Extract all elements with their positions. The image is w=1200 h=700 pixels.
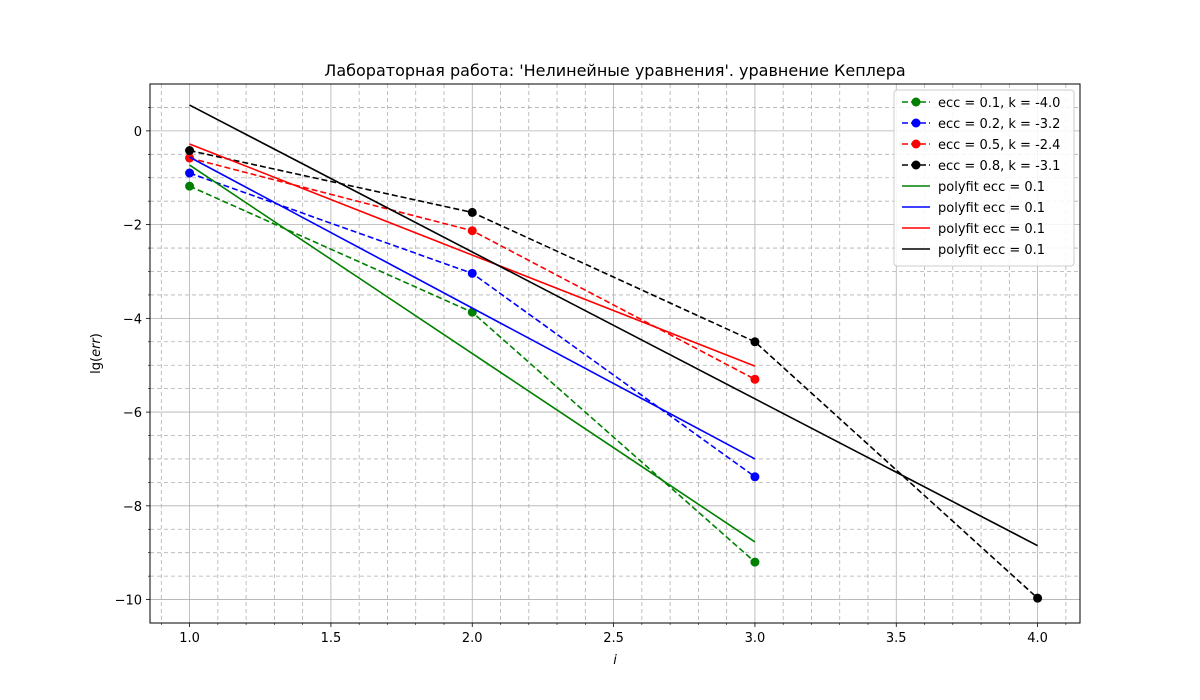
legend-entry: polyfit ecc = 0.1	[938, 201, 1045, 216]
data-point-1	[467, 268, 477, 278]
y-axis-label-prefix: lg(	[89, 357, 104, 374]
legend-entry: ecc = 0.5, k = -2.4	[938, 138, 1060, 153]
x-tick-label: 2.5	[603, 631, 624, 646]
data-point-3	[185, 146, 195, 156]
x-tick-label: 4.0	[1027, 631, 1048, 646]
x-tick-label: 3.0	[745, 631, 766, 646]
legend-swatch-marker	[911, 139, 921, 149]
legend-entry: polyfit ecc = 0.1	[938, 222, 1045, 237]
plot-frame	[149, 83, 1081, 624]
data-point-1	[185, 168, 195, 178]
grid	[150, 84, 1080, 623]
y-tick-label: −6	[123, 406, 142, 421]
data-point-2	[750, 374, 760, 384]
legend-entry: ecc = 0.2, k = -3.2	[938, 117, 1060, 132]
y-axis-label-suffix: )	[89, 333, 104, 338]
legend-box	[893, 89, 1075, 267]
data-point-3	[467, 207, 477, 217]
legend-swatch-marker	[911, 97, 921, 107]
y-tick-label: −4	[123, 312, 142, 327]
series-line-7	[189, 104, 1038, 547]
legend-swatch-marker	[911, 118, 921, 128]
x-axis-label: i	[613, 653, 617, 668]
chart-title: Лабораторная работа: 'Нелинейные уравнен…	[324, 61, 905, 80]
data-point-3	[1033, 593, 1043, 603]
legend-entry: polyfit ecc = 0.1	[938, 180, 1045, 195]
series-line-4	[189, 164, 756, 543]
ticks: 1.0 1.5 2.0 2.5 3.0 3.5 4.0 0 −2 −4 −6 −8 −10	[115, 107, 1067, 646]
y-tick-label: 0	[134, 125, 142, 140]
y-axis-label: lg(err)	[89, 333, 104, 374]
series-line-6	[189, 143, 756, 367]
data-point-2	[467, 226, 477, 236]
series-layer	[185, 104, 1043, 603]
y-axis-label-var: err	[89, 337, 104, 357]
series-line-5	[189, 156, 756, 460]
series-line-3	[189, 149, 1039, 599]
x-tick-label: 1.0	[179, 631, 200, 646]
legend-entry: ecc = 0.8, k = -3.1	[938, 159, 1060, 174]
data-point-0	[750, 557, 760, 567]
data-point-2	[185, 153, 195, 163]
legend-swatch-marker	[911, 160, 921, 170]
y-tick-label: −2	[123, 219, 142, 234]
data-point-1	[750, 472, 760, 482]
data-point-0	[185, 181, 195, 191]
legend-entry: ecc = 0.1, k = -4.0	[938, 96, 1060, 111]
legend-entry: polyfit ecc = 0.1	[938, 243, 1045, 258]
data-point-3	[750, 337, 760, 347]
x-tick-label: 2.0	[462, 631, 483, 646]
x-tick-label: 1.5	[321, 631, 342, 646]
x-tick-label: 3.5	[886, 631, 907, 646]
y-tick-label: −10	[115, 594, 142, 609]
y-tick-label: −8	[123, 500, 142, 515]
legend: ecc = 0.1, k = -4.0 ecc = 0.2, k = -3.2 ec…	[893, 89, 1075, 267]
